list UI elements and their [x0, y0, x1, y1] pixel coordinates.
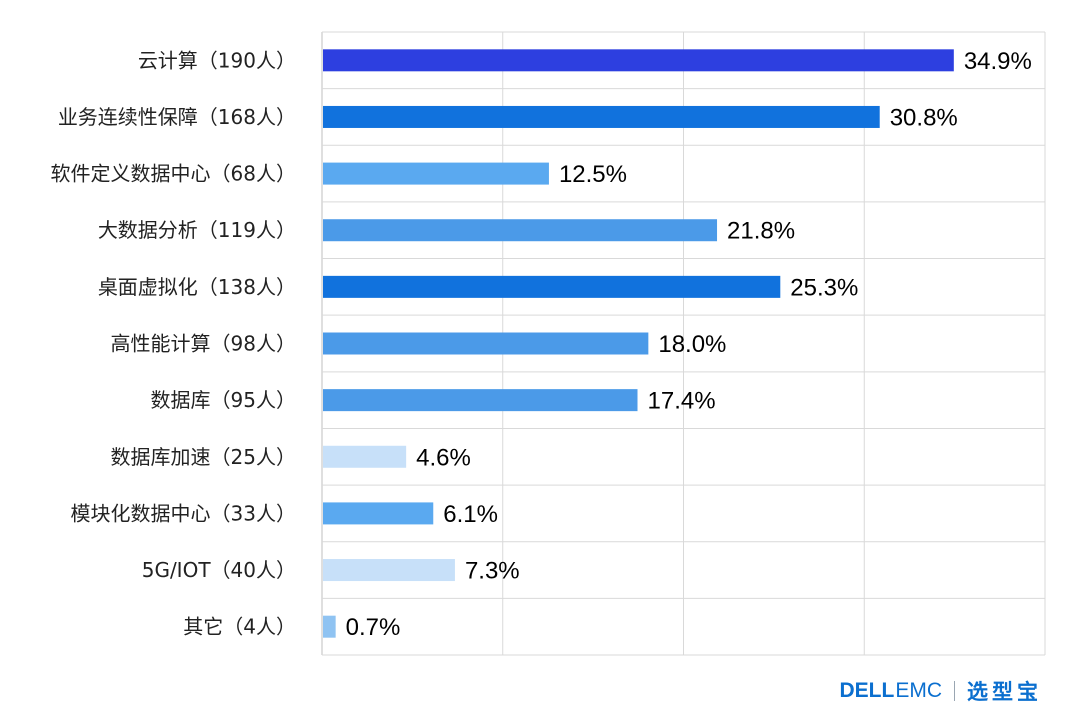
- category-label: 其它（4人）: [183, 615, 296, 639]
- value-label: 12.5%: [559, 161, 627, 188]
- value-label: 30.8%: [890, 104, 958, 131]
- category-label: 大数据分析（119人）: [98, 218, 296, 242]
- bar: [323, 332, 649, 355]
- bars: [323, 49, 954, 638]
- value-label: 25.3%: [790, 274, 858, 301]
- bar: [323, 389, 638, 412]
- value-label: 0.7%: [346, 614, 401, 641]
- category-label: 数据库加速（25人）: [111, 445, 296, 469]
- bar: [323, 162, 549, 185]
- bar: [323, 219, 718, 242]
- bar: [323, 615, 336, 638]
- dell-logo-text: DELL: [839, 679, 895, 702]
- brand-separator: [954, 681, 955, 701]
- bar: [323, 502, 434, 525]
- value-label: 17.4%: [648, 388, 716, 415]
- category-label: 模块化数据中心（33人）: [71, 501, 296, 525]
- category-label: 数据库（95人）: [151, 388, 296, 412]
- category-label: 云计算（190人）: [138, 48, 296, 72]
- value-label: 18.0%: [658, 331, 726, 358]
- bar: [323, 445, 407, 468]
- category-label: 桌面虚拟化（138人）: [98, 275, 296, 299]
- bar: [323, 105, 880, 128]
- bar: [323, 275, 781, 298]
- brand-logo: DELL EMC 选型宝: [840, 677, 1043, 705]
- value-label: 21.8%: [727, 218, 795, 245]
- category-label: 高性能计算（98人）: [111, 332, 296, 356]
- emc-logo-text: EMC: [895, 679, 942, 702]
- grid: [321, 31, 1046, 656]
- category-label: 软件定义数据中心（68人）: [51, 162, 296, 186]
- value-labels: 34.9% 30.8% 12.5% 21.8% 25.3% 18.0% 17.4% 4.6% 6…: [346, 48, 1032, 641]
- value-label: 6.1%: [443, 501, 498, 528]
- bar: [323, 559, 455, 582]
- category-label: 业务连续性保障（168人）: [58, 105, 296, 129]
- bar: [323, 49, 954, 72]
- category-label: 5G/IOT（40人）: [142, 558, 296, 582]
- category-labels: 云计算（190人） 业务连续性保障（168人） 软件定义数据中心（68人） 大数据分析…: [51, 48, 296, 638]
- xuanxingbao-logo-text: 选型宝: [967, 680, 1042, 704]
- value-label: 34.9%: [964, 48, 1032, 75]
- value-label: 4.6%: [416, 444, 471, 471]
- value-label: 7.3%: [465, 558, 520, 585]
